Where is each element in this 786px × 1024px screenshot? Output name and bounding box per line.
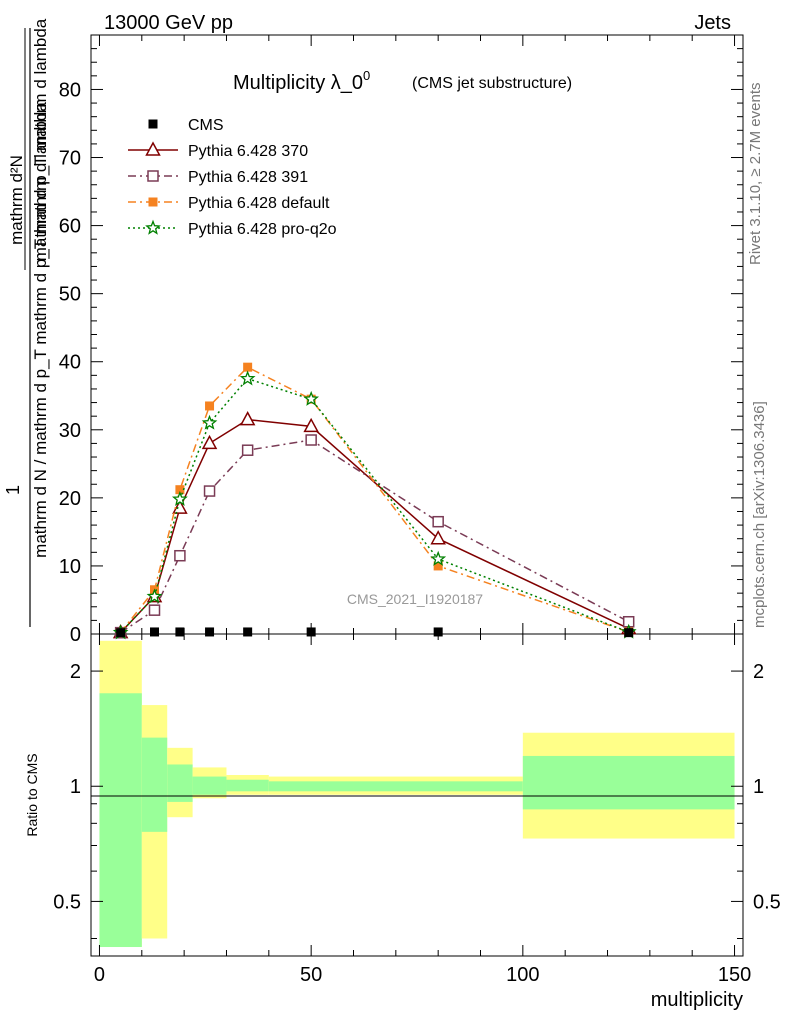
ratio-y-tick-label: 0.5 bbox=[53, 891, 81, 913]
series-marker bbox=[430, 550, 447, 566]
series-marker bbox=[172, 499, 188, 514]
ratio-y-tick-label-right: 1 bbox=[753, 776, 764, 798]
series-marker bbox=[432, 515, 444, 528]
y-tick-label: 10 bbox=[59, 556, 81, 578]
mcplots-label: mcplots.cern.ch [arXiv:1306.3436] bbox=[751, 401, 768, 628]
x-tick-label: 150 bbox=[718, 964, 751, 986]
series-marker bbox=[241, 444, 254, 456]
analysis-watermark: CMS_2021_I1920187 bbox=[347, 591, 483, 607]
y-tick-label: 0 bbox=[70, 624, 81, 646]
series-marker bbox=[175, 485, 185, 495]
ratio-y-tick-label: 1 bbox=[70, 776, 81, 798]
y-tick-label: 30 bbox=[59, 420, 81, 442]
y-tick-label: 70 bbox=[59, 148, 81, 170]
ratio-bands bbox=[99, 640, 735, 948]
y-label-denominator: mathrm d N / mathrm d p_T mathrm d p_T m… bbox=[31, 102, 50, 558]
series-marker bbox=[239, 411, 256, 426]
chart-title: Multiplicity λ_00 bbox=[233, 68, 370, 94]
series-marker bbox=[203, 485, 216, 497]
legend-marker bbox=[148, 197, 158, 207]
chart-subtitle: (CMS jet substructure) bbox=[412, 75, 572, 92]
y-tick-label: 80 bbox=[59, 79, 81, 101]
series-marker bbox=[205, 401, 215, 411]
series-line bbox=[120, 439, 630, 634]
series-marker bbox=[174, 549, 186, 562]
cms-point bbox=[205, 627, 215, 637]
ratio-band-inner bbox=[353, 781, 523, 792]
legend-label: Pythia 6.428 370 bbox=[188, 143, 308, 160]
cms-point bbox=[175, 627, 185, 637]
energy-label: 13000 GeV pp bbox=[104, 12, 233, 34]
series-marker bbox=[303, 390, 320, 406]
legend-label: CMS bbox=[188, 117, 224, 134]
cms-point bbox=[433, 627, 443, 637]
series-marker bbox=[433, 561, 443, 571]
ratio-plot-frame bbox=[90, 633, 744, 957]
legend: CMS Pythia 6.428 370 Pythia 6.428 391 Pythi… bbox=[128, 117, 337, 238]
series-marker bbox=[303, 417, 319, 433]
y-label-main-denominator: mathrm d p_T mathrm d lambda bbox=[31, 18, 50, 261]
cms-point bbox=[624, 628, 634, 638]
ratio-axis-ticks: 0.5 0.5 1 1 2 2 0 50 100 150 bbox=[53, 634, 781, 986]
jets-label: Jets bbox=[694, 12, 731, 34]
series-line bbox=[120, 418, 630, 634]
series-marker bbox=[201, 434, 218, 450]
x-tick-label: 100 bbox=[506, 964, 539, 986]
ratio-band-inner bbox=[99, 693, 142, 948]
ratio-y-tick-label-right: 2 bbox=[753, 661, 764, 683]
x-tick-label: 50 bbox=[300, 964, 322, 986]
series-marker bbox=[201, 414, 218, 430]
ratio-y-tick-label: 2 bbox=[70, 661, 81, 683]
y-axis-label: 1 mathrm d N / mathrm d p_T mathrm d p_T… bbox=[3, 18, 50, 627]
legend-label: Pythia 6.428 default bbox=[188, 195, 330, 212]
ratio-y-tick-label-right: 0.5 bbox=[753, 891, 781, 913]
cms-point bbox=[243, 627, 253, 637]
legend-marker bbox=[148, 119, 158, 129]
series-line bbox=[120, 377, 629, 634]
ratio-band-inner bbox=[268, 781, 354, 792]
series-line bbox=[120, 366, 629, 634]
series-marker bbox=[430, 530, 446, 545]
legend-label: Pythia 6.428 391 bbox=[188, 169, 308, 186]
series-marker bbox=[171, 490, 188, 506]
series-marker bbox=[305, 434, 317, 446]
cms-data-points bbox=[116, 627, 634, 638]
ratio-band-inner bbox=[192, 776, 227, 795]
cms-point bbox=[150, 627, 160, 637]
cms-point bbox=[306, 627, 316, 637]
series-marker bbox=[148, 604, 161, 616]
series-marker bbox=[239, 370, 256, 386]
legend-label: Pythia 6.428 pro-q2o bbox=[188, 221, 337, 238]
y-tick-label: 20 bbox=[59, 488, 81, 510]
rivet-label: Rivet 3.1.10, ≥ 2.7M events bbox=[747, 83, 764, 266]
series-marker bbox=[243, 362, 253, 372]
legend-marker bbox=[147, 170, 159, 182]
ratio-y-label: Ratio to CMS bbox=[24, 753, 40, 836]
cms-point bbox=[116, 628, 126, 638]
main-axis-ticks: 0 10 20 30 40 50 60 70 80 bbox=[59, 34, 743, 646]
ratio-band-inner bbox=[141, 737, 168, 832]
x-axis-label: multiplicity bbox=[651, 989, 743, 1011]
y-tick-label: 60 bbox=[59, 216, 81, 238]
y-tick-label: 50 bbox=[59, 284, 81, 306]
y-tick-label: 40 bbox=[59, 352, 81, 374]
ratio-band-inner bbox=[522, 755, 735, 810]
y-label-main: mathrm d²N bbox=[7, 155, 26, 245]
ratio-band-inner bbox=[226, 779, 269, 792]
x-tick-label: 0 bbox=[94, 964, 105, 986]
series-marker bbox=[146, 588, 163, 604]
y-label-numerator: 1 bbox=[3, 485, 23, 495]
legend-marker bbox=[145, 219, 161, 235]
legend-marker bbox=[145, 141, 161, 156]
